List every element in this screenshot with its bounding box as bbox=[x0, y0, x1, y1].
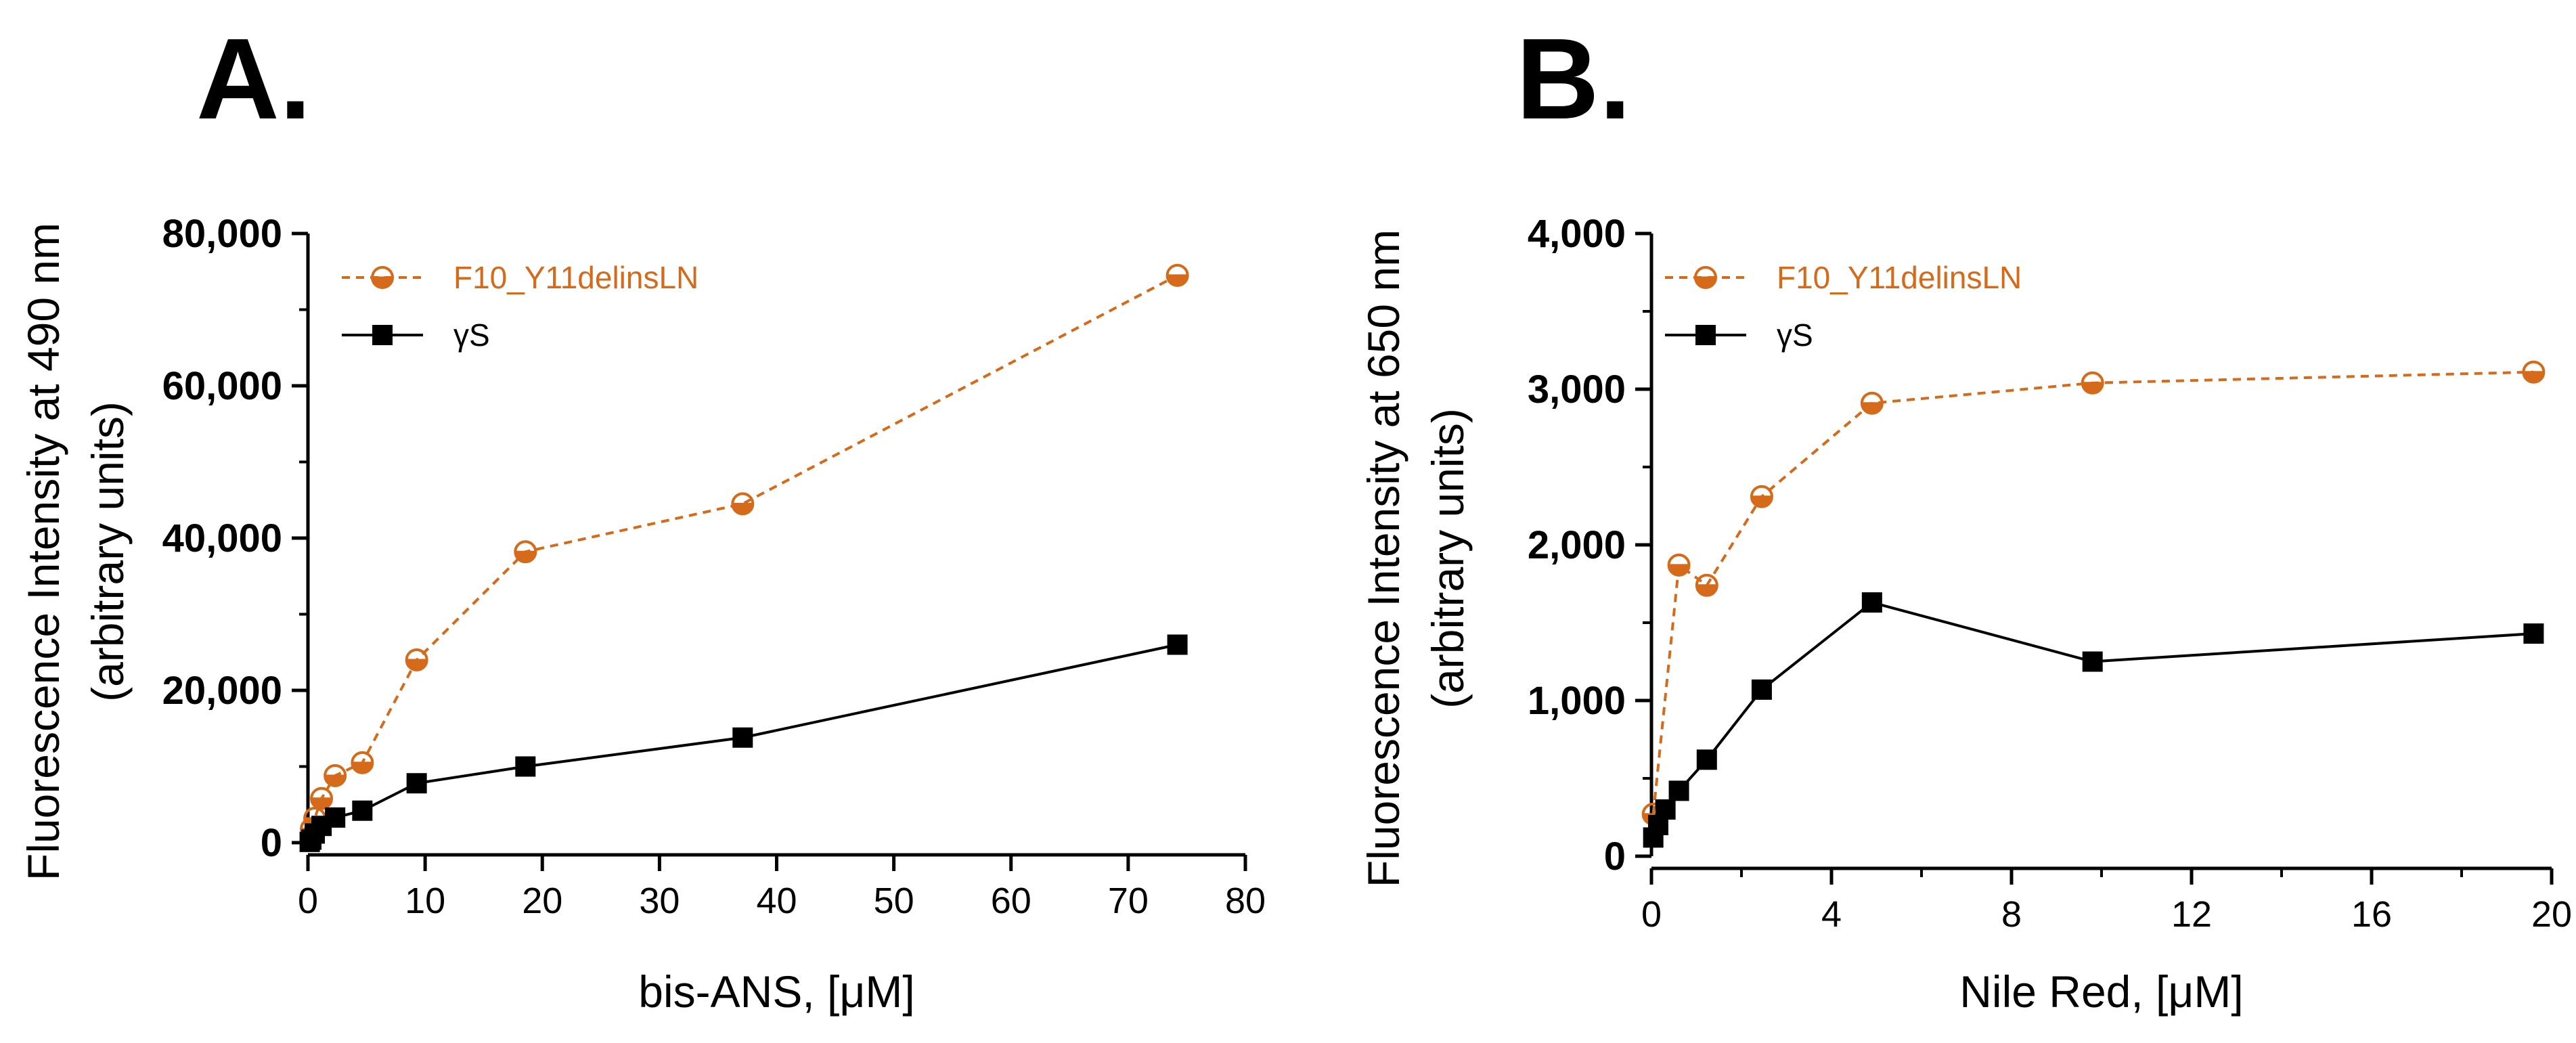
chart-a-panel-label: A. bbox=[196, 15, 311, 143]
chart-a-series-gammas-point bbox=[515, 756, 536, 777]
chart-a-series-variant-point bbox=[405, 648, 428, 671]
chart-a-ytick-label: 20,000 bbox=[162, 669, 282, 713]
chart-b-legend-label: γS bbox=[1777, 317, 1813, 353]
chart-b-x-axis-label: Nile Red, [μM] bbox=[1959, 967, 2243, 1017]
chart-b-ytick-label: 0 bbox=[1604, 835, 1626, 879]
chart-a-xtick-label: 0 bbox=[298, 881, 318, 921]
chart-b-xtick-label: 0 bbox=[1641, 894, 1662, 935]
chart-a-series-gammas-point bbox=[406, 773, 427, 794]
chart-a-series-variant-point bbox=[351, 751, 374, 774]
chart-b-legend: F10_Y11delinsLN γS bbox=[1665, 260, 2022, 353]
chart-a-series-variant-point bbox=[310, 786, 334, 810]
chart-a-xtick-label: 10 bbox=[405, 881, 445, 921]
chart-b-series-variant-point bbox=[2522, 360, 2546, 384]
chart-b-series-variant-point bbox=[2081, 371, 2104, 395]
chart-b-xtick-label: 16 bbox=[2351, 894, 2392, 935]
chart-a-xtick-label: 20 bbox=[522, 881, 562, 921]
chart-b-series-variant-point bbox=[1860, 391, 1884, 415]
chart-b-legend-marker bbox=[1695, 325, 1716, 345]
chart-a: A. 0 20,000 40,000 60,000 80,000 0 10 20 30 40 50 60… bbox=[18, 15, 1266, 1017]
chart-b-series-variant-line bbox=[1651, 370, 2534, 815]
chart-a-ytick-label: 40,000 bbox=[162, 516, 282, 560]
chart-b-series-gammas-point bbox=[1655, 799, 1676, 820]
chart-a-xtick-label: 40 bbox=[756, 881, 797, 921]
chart-a-xtick-label: 30 bbox=[639, 881, 680, 921]
chart-b-series-gammas-point bbox=[2523, 623, 2544, 644]
chart-a-legend-label: F10_Y11delinsLN bbox=[453, 260, 698, 295]
chart-b-ytick-label: 3,000 bbox=[1528, 368, 1626, 412]
chart-b-panel-label: B. bbox=[1516, 15, 1631, 143]
chart-a-ytick-label: 60,000 bbox=[162, 364, 282, 408]
chart-b-xtick-label: 8 bbox=[2001, 894, 2022, 935]
chart-a-xtick-label: 80 bbox=[1225, 881, 1266, 921]
chart-b-series-gammas-line bbox=[1651, 600, 2534, 839]
chart-a-x-axis-label: bis-ANS, [μM] bbox=[638, 967, 914, 1017]
chart-a-xtick-label: 60 bbox=[991, 881, 1031, 921]
chart-b: B. 0 1,000 2,000 3,000 4,000 0 4 8 12 16 20 Nile Red… bbox=[1358, 15, 2572, 1017]
chart-a-y-axis-label-line1: Fluorescence Intensity at 490 nm bbox=[18, 223, 68, 881]
chart-b-series-variant-point bbox=[1750, 485, 1773, 508]
chart-a-xtick-label: 70 bbox=[1108, 881, 1149, 921]
chart-b-xtick-label: 4 bbox=[1821, 894, 1842, 935]
chart-a-ytick-label: 0 bbox=[261, 821, 282, 865]
chart-a-legend-marker bbox=[371, 266, 394, 289]
chart-a-series-variant-point bbox=[324, 764, 347, 787]
chart-b-series-gammas-point bbox=[1861, 592, 1882, 613]
chart-b-ytick-label: 4,000 bbox=[1528, 212, 1626, 256]
chart-a-series-gammas-point bbox=[1167, 634, 1188, 655]
chart-a-xtick-label: 50 bbox=[874, 881, 914, 921]
chart-b-ytick-label: 1,000 bbox=[1528, 679, 1626, 723]
chart-b-y-axis-label-line1: Fluorescence Intensity at 650 nm bbox=[1358, 229, 1408, 887]
chart-b-series-variant-point bbox=[1667, 553, 1691, 577]
chart-b-legend-label: F10_Y11delinsLN bbox=[1777, 260, 2022, 295]
chart-a-series-gammas-point bbox=[352, 800, 373, 821]
chart-a-series-gammas-point bbox=[732, 727, 753, 748]
chart-a-series-variant-point bbox=[1165, 263, 1189, 287]
chart-a-ytick-label: 80,000 bbox=[162, 212, 282, 256]
chart-b-xtick-label: 12 bbox=[2171, 894, 2212, 935]
chart-b-legend-marker bbox=[1694, 266, 1717, 289]
chart-b-series-gammas-point bbox=[1668, 780, 1689, 801]
chart-b-ytick-label: 2,000 bbox=[1528, 523, 1626, 567]
chart-b-xtick-label: 20 bbox=[2531, 894, 2572, 935]
chart-a-legend-label: γS bbox=[453, 317, 490, 353]
chart-a-series-variant-point bbox=[514, 540, 537, 564]
chart-b-series-gammas-point bbox=[1696, 749, 1717, 770]
chart-a-series-gammas-point bbox=[325, 807, 346, 828]
chart-a-legend-marker bbox=[372, 325, 393, 345]
chart-b-series-gammas-point bbox=[2082, 651, 2103, 672]
chart-b-y-axis-label-line2: (arbitrary units) bbox=[1423, 408, 1473, 709]
chart-b-series-gammas-point bbox=[1751, 679, 1772, 700]
chart-a-series-variant-point bbox=[731, 492, 755, 516]
chart-a-legend: F10_Y11delinsLN γS bbox=[342, 260, 698, 353]
chart-a-y-axis-label-line2: (arbitrary units) bbox=[83, 401, 133, 702]
chart-b-series-variant-point bbox=[1695, 573, 1718, 597]
